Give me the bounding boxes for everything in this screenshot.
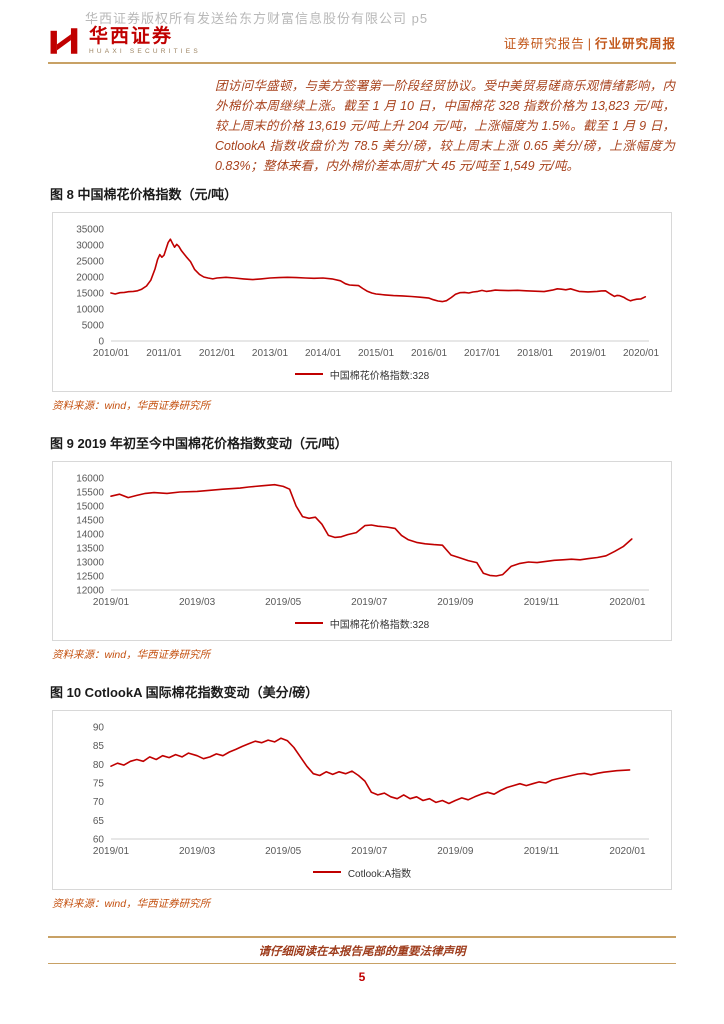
figure-9: 图 9 2019 年初至今中国棉花价格指数变动（元/吨） 12000 12500 1… <box>48 435 676 662</box>
svg-text:90: 90 <box>93 723 105 734</box>
svg-text:2019/11: 2019/11 <box>524 846 560 857</box>
legal-disclaimer: 请仔细阅读在本报告尾部的重要法律声明 <box>258 946 466 958</box>
svg-text:16000: 16000 <box>76 474 104 485</box>
svg-text:30000: 30000 <box>76 241 104 252</box>
china-cotton-price-2019-chart: 12000 12500 13000 13500 14000 14500 15000 15500… <box>61 470 663 612</box>
svg-text:5000: 5000 <box>82 321 105 332</box>
svg-text:13500: 13500 <box>76 544 104 555</box>
svg-text:75: 75 <box>93 779 105 790</box>
figure-10-source: 资料来源：wind，华西证券研究所 <box>52 898 211 910</box>
svg-text:14500: 14500 <box>76 516 104 527</box>
figure-8-chart-box: 0 5000 10000 15000 20000 25000 30000 35000 2010/… <box>52 212 672 392</box>
legend-line-swatch <box>294 373 323 375</box>
svg-text:2018/01: 2018/01 <box>517 348 554 359</box>
svg-text:2019/09: 2019/09 <box>437 597 474 608</box>
huaxi-logo-icon <box>50 28 78 54</box>
legend-label: 中国棉花价格指数:328 <box>329 619 430 631</box>
svg-text:2011/01: 2011/01 <box>146 348 182 359</box>
svg-text:2020/01: 2020/01 <box>609 597 646 608</box>
svg-text:2019/03: 2019/03 <box>179 597 216 608</box>
svg-text:15000: 15000 <box>76 502 104 513</box>
svg-text:35000: 35000 <box>76 225 104 236</box>
svg-text:2020/01: 2020/01 <box>609 846 646 857</box>
svg-text:70: 70 <box>93 797 105 808</box>
china-cotton-price-index-chart: 0 5000 10000 15000 20000 25000 30000 35000 2010/… <box>61 221 663 363</box>
report-type-divider: | <box>587 37 592 51</box>
figure-9-chart-box: 12000 12500 13000 13500 14000 14500 15000 15500… <box>52 461 672 641</box>
cotlook-a-index-chart: 60 65 70 75 80 85 90 2019/01 2019/03 2019/05 2019/… <box>61 719 663 861</box>
svg-text:2016/01: 2016/01 <box>411 348 448 359</box>
summary-paragraph: 团访问华盛顿，与美方签署第一阶段经贸协议。受中美贸易磋商乐观情绪影响，内外棉价本… <box>215 79 675 173</box>
figure-8-source: 资料来源：wind，华西证券研究所 <box>52 400 211 412</box>
svg-text:25000: 25000 <box>76 257 104 268</box>
header-divider <box>48 62 676 64</box>
legend-line-swatch <box>294 622 323 624</box>
footer-divider-top <box>48 936 676 938</box>
figure-9-legend: 中国棉花价格指数:328 <box>61 612 663 634</box>
svg-text:2019/01: 2019/01 <box>93 597 130 608</box>
svg-text:15000: 15000 <box>76 289 104 300</box>
watermark: 华西证券版权所有发送给东方财富信息股份有限公司 p5 <box>85 11 429 26</box>
figure-10-chart-box: 60 65 70 75 80 85 90 2019/01 2019/03 2019/05 2019/… <box>52 710 672 890</box>
figure-8: 图 8 中国棉花价格指数（元/吨） 0 5000 10000 15000 20000 25… <box>48 186 676 413</box>
svg-text:2019/01: 2019/01 <box>93 846 130 857</box>
legend-label: 中国棉花价格指数:328 <box>329 370 430 382</box>
report-type-label: 证券研究报告 | 行业研究周报 <box>504 33 676 56</box>
svg-text:12000: 12000 <box>76 586 104 597</box>
svg-text:2020/01: 2020/01 <box>623 348 660 359</box>
page-number: 5 <box>358 970 366 984</box>
figure-9-title: 图 9 2019 年初至今中国棉花价格指数变动（元/吨） <box>50 436 348 451</box>
huaxi-logo: 华西证券 HUAXI SECURITIES <box>48 26 201 56</box>
svg-text:2010/01: 2010/01 <box>93 348 130 359</box>
svg-text:15500: 15500 <box>76 488 104 499</box>
logo-company-name: 华西证券 <box>89 25 174 47</box>
figure-10: 图 10 CotlookA 国际棉花指数变动（美分/磅） 60 65 70 75 80 8… <box>48 684 676 911</box>
svg-text:2019/05: 2019/05 <box>265 597 302 608</box>
svg-text:2019/05: 2019/05 <box>265 846 302 857</box>
legend-label: Cotlook:A指数 <box>347 868 412 880</box>
svg-text:2013/01: 2013/01 <box>252 348 289 359</box>
svg-text:13000: 13000 <box>76 558 104 569</box>
figure-9-source: 资料来源：wind，华西证券研究所 <box>52 649 211 661</box>
svg-text:85: 85 <box>93 741 105 752</box>
svg-text:2019/09: 2019/09 <box>437 846 474 857</box>
report-subtype-text: 行业研究周报 <box>594 37 676 51</box>
logo-text: 华西证券 HUAXI SECURITIES <box>89 25 201 56</box>
svg-text:80: 80 <box>93 760 105 771</box>
figure-8-title: 图 8 中国棉花价格指数（元/吨） <box>50 187 238 202</box>
svg-text:14000: 14000 <box>76 530 104 541</box>
page-footer: 请仔细阅读在本报告尾部的重要法律声明 5 <box>48 936 676 984</box>
svg-text:60: 60 <box>93 835 105 846</box>
svg-text:2012/01: 2012/01 <box>199 348 236 359</box>
logo-company-name-en: HUAXI SECURITIES <box>89 48 201 56</box>
svg-text:2015/01: 2015/01 <box>358 348 395 359</box>
svg-text:0: 0 <box>98 337 104 348</box>
svg-text:2019/01: 2019/01 <box>570 348 607 359</box>
svg-text:2019/07: 2019/07 <box>351 846 388 857</box>
figure-8-legend: 中国棉花价格指数:328 <box>61 363 663 385</box>
svg-text:2019/11: 2019/11 <box>524 597 560 608</box>
svg-text:2019/07: 2019/07 <box>351 597 388 608</box>
svg-text:65: 65 <box>93 816 105 827</box>
svg-text:10000: 10000 <box>76 305 104 316</box>
report-type-text: 证券研究报告 <box>503 37 585 51</box>
page-header: 华西证券 HUAXI SECURITIES 证券研究报告 | 行业研究周报 <box>48 0 676 62</box>
legend-line-swatch <box>312 871 341 873</box>
svg-text:2019/03: 2019/03 <box>179 846 216 857</box>
svg-text:2014/01: 2014/01 <box>305 348 342 359</box>
figure-10-legend: Cotlook:A指数 <box>61 861 663 883</box>
svg-text:20000: 20000 <box>76 273 104 284</box>
svg-text:2017/01: 2017/01 <box>464 348 501 359</box>
svg-text:12500: 12500 <box>76 572 104 583</box>
figure-10-title: 图 10 CotlookA 国际棉花指数变动（美分/磅） <box>50 685 319 700</box>
footer-divider-bottom <box>48 963 676 964</box>
